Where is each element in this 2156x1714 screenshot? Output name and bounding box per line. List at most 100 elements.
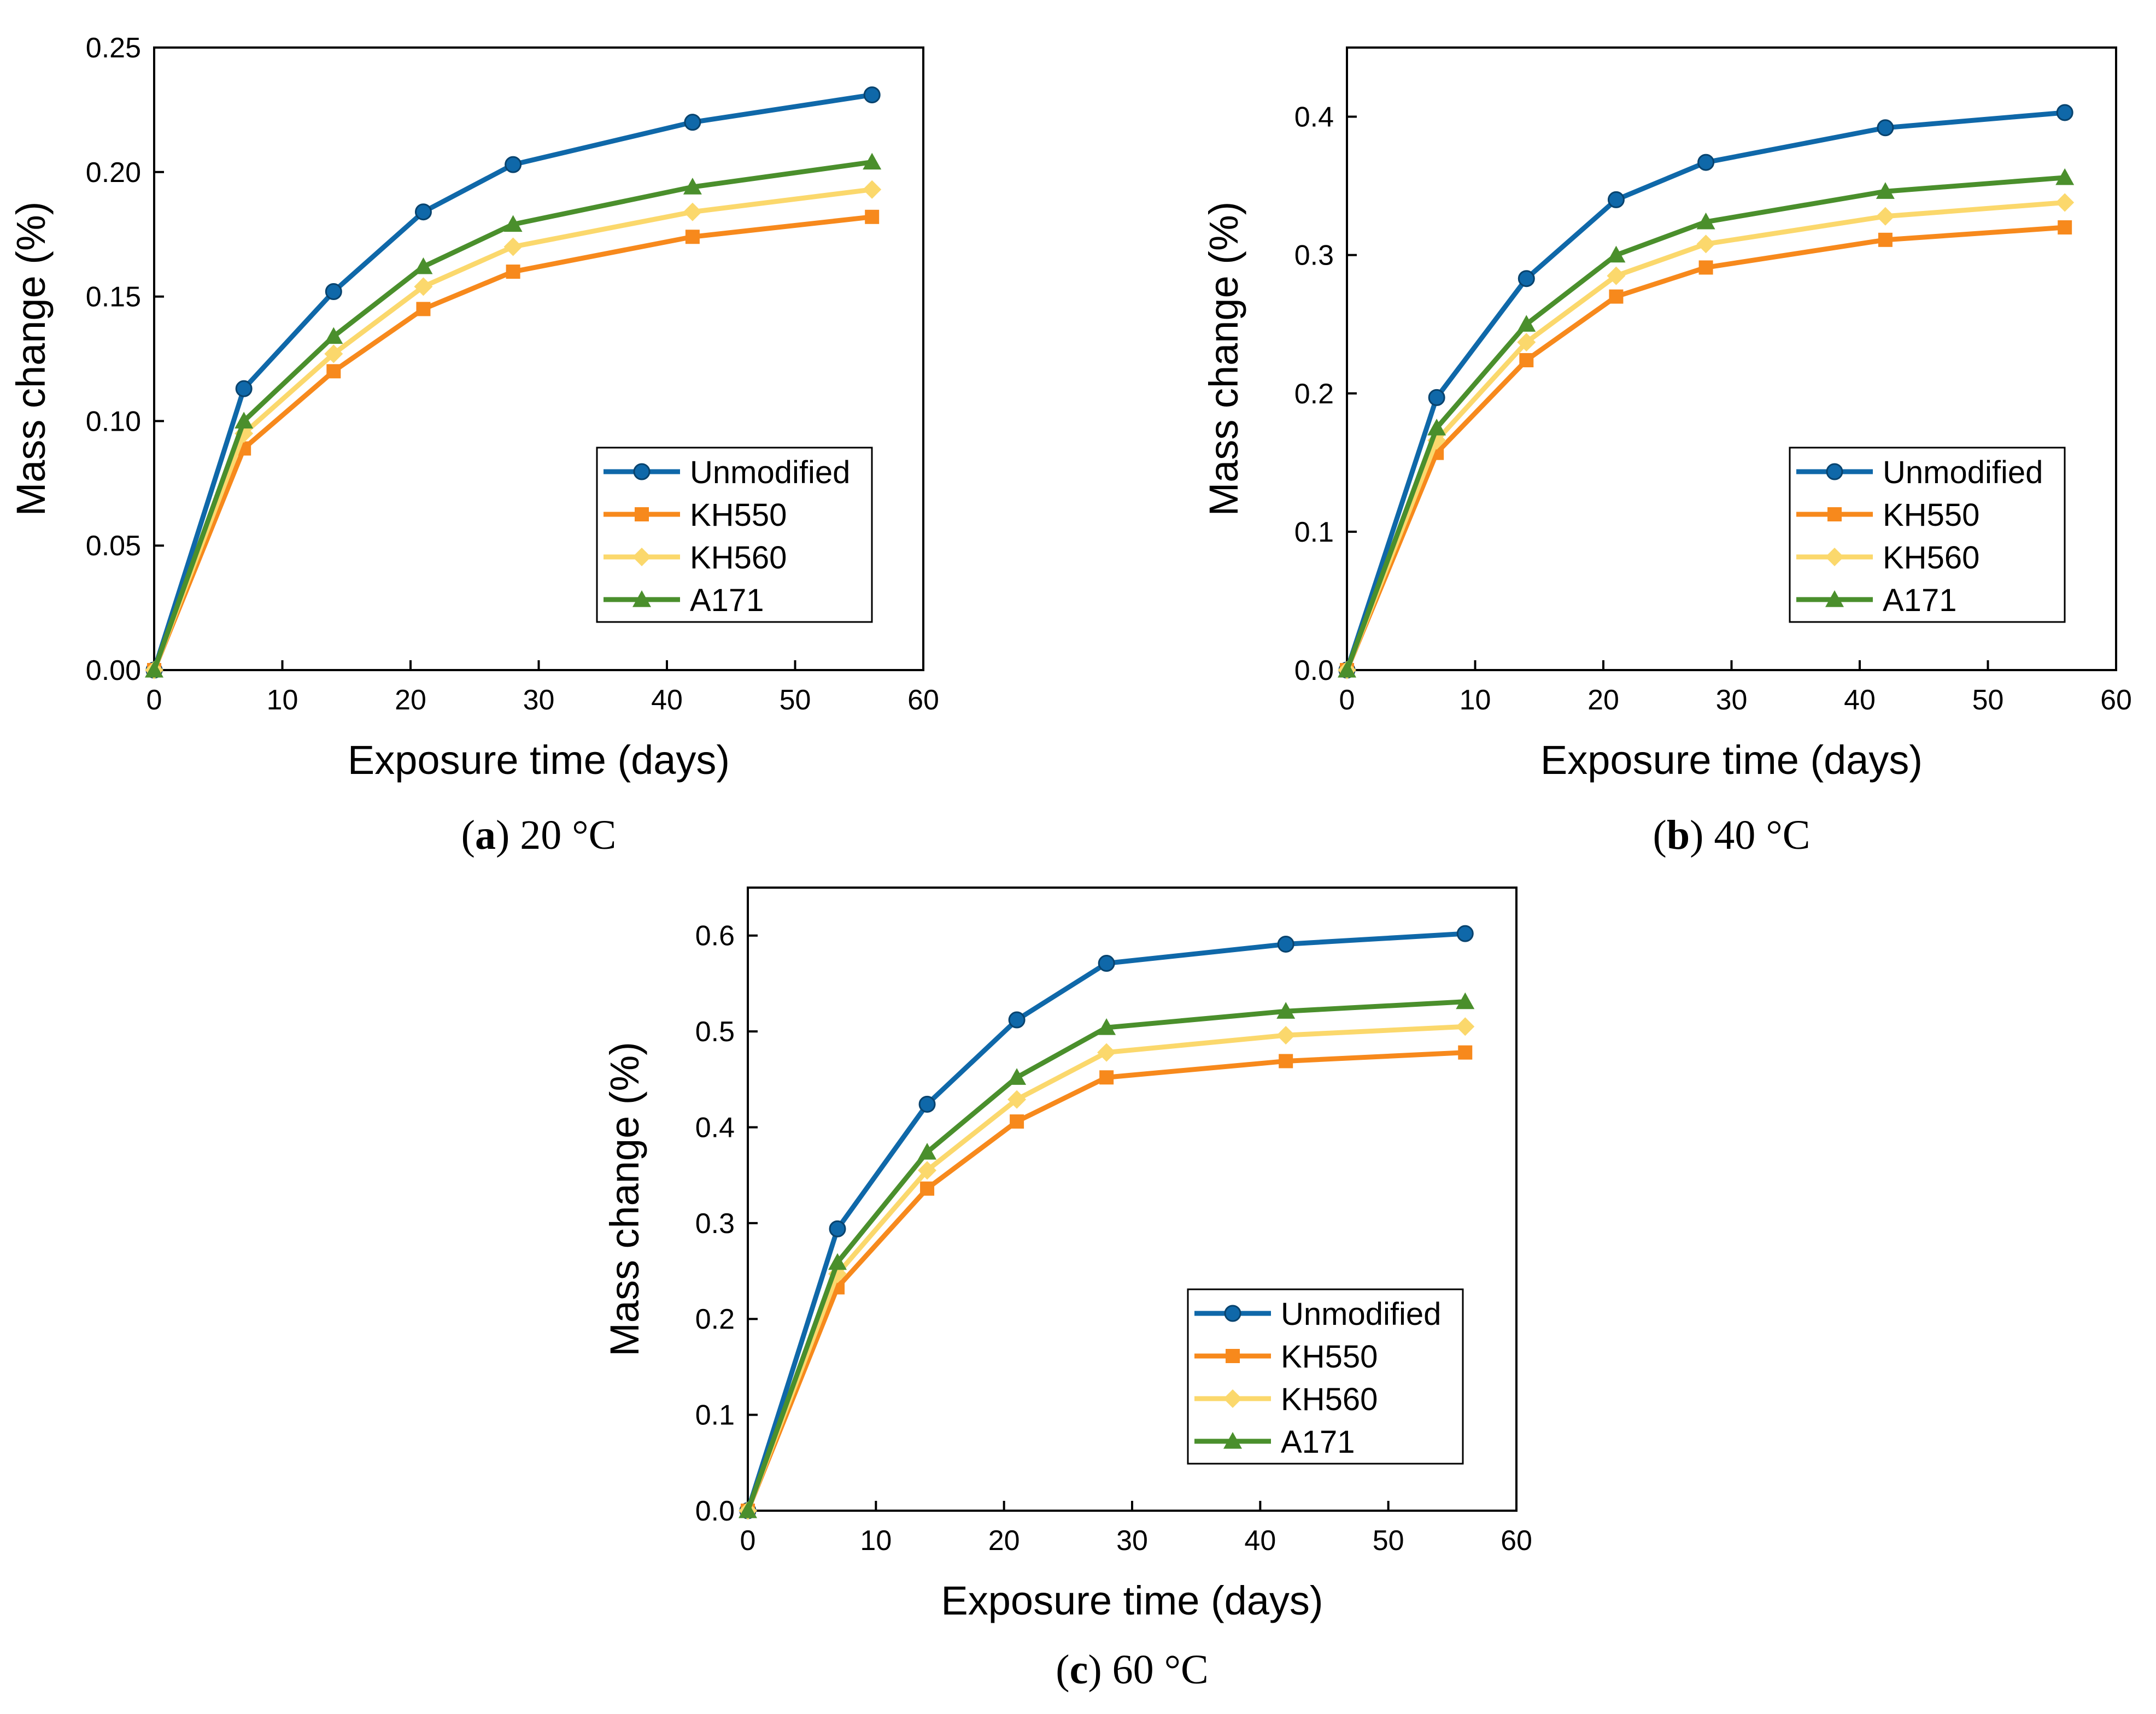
data-point-unmodified <box>1877 119 1894 137</box>
data-point-kh550 <box>506 265 520 279</box>
y-tick-label: 0.2 <box>695 1304 735 1335</box>
legend: Unmodified KH550 KH560 A171 <box>1187 1288 1464 1465</box>
legend-marker-kh560 <box>1825 548 1844 566</box>
x-tick-label: 10 <box>1460 684 1491 716</box>
x-tick-label: 0 <box>147 684 162 716</box>
y-axis-label: Mass change (%) <box>602 1042 647 1357</box>
data-point-kh560 <box>324 344 343 363</box>
legend-label-a171: A171 <box>1883 583 1956 618</box>
x-tick-label: 50 <box>780 684 811 716</box>
x-tick-label: 20 <box>395 684 426 716</box>
x-tick-label: 40 <box>1244 1525 1276 1557</box>
y-tick-label: 0.1 <box>695 1400 735 1431</box>
data-point-a171 <box>1427 419 1446 436</box>
data-point-kh560 <box>683 202 702 221</box>
data-point-a171 <box>918 1143 937 1160</box>
chart-panel-c: 0 10 20 30 40 50 60 0.0 0.1 0.2 0.3 0.4 0.5 0.6 Exposu… <box>602 887 1532 1693</box>
legend-label-a171: A171 <box>690 583 764 618</box>
data-point-a171 <box>324 327 343 344</box>
data-point-a171 <box>683 178 702 195</box>
data-point-unmodified <box>325 283 342 300</box>
data-point-unmodified <box>1456 925 1474 942</box>
x-tick-label: 40 <box>651 684 683 716</box>
data-point-unmodified <box>414 203 432 221</box>
data-point-kh550 <box>685 230 700 244</box>
data-point-kh550 <box>1010 1114 1024 1129</box>
y-tick-label: 0.05 <box>86 530 141 562</box>
data-point-kh550 <box>1099 1070 1114 1085</box>
data-point-kh550 <box>920 1181 935 1196</box>
legend-marker-a171 <box>632 590 651 607</box>
data-point-a171 <box>1097 1018 1116 1035</box>
y-tick-label: 0.4 <box>695 1112 735 1143</box>
y-tick-label: 0.20 <box>86 157 141 189</box>
chart-panel-b: 0 10 20 30 40 50 60 0.0 0.1 0.2 0.3 0.4 Exposure tim… <box>1201 46 2132 858</box>
legend-marker-a171 <box>1825 590 1844 607</box>
y-tick-label: 0.0 <box>1294 655 1334 686</box>
y-tick-label: 0.4 <box>1294 102 1334 133</box>
legend-marker-kh550 <box>635 507 649 521</box>
x-axis-label: Exposure time (days) <box>941 1578 1323 1623</box>
data-point-kh550 <box>1878 232 1893 247</box>
panel-caption: (a) 20 °C <box>461 812 617 858</box>
x-axis-label: Exposure time (days) <box>348 737 730 783</box>
y-tick-label: 0.3 <box>695 1208 735 1240</box>
x-tick-label: 60 <box>1501 1525 1532 1557</box>
data-point-unmodified <box>235 380 253 397</box>
legend-label-kh550: KH550 <box>1281 1339 1378 1375</box>
x-tick-label: 30 <box>523 684 555 716</box>
data-point-kh560 <box>2055 193 2075 212</box>
data-point-a171 <box>828 1253 847 1270</box>
y-tick-label: 0.2 <box>1294 378 1334 410</box>
data-point-kh550 <box>2058 220 2072 235</box>
x-tick-label: 30 <box>1716 684 1748 716</box>
x-tick-label: 10 <box>860 1525 892 1557</box>
legend-marker-a171 <box>1223 1432 1242 1449</box>
x-tick-label: 60 <box>2100 684 2132 716</box>
data-point-kh560 <box>863 180 882 199</box>
data-point-a171 <box>145 661 163 678</box>
legend-marker-kh550 <box>1827 507 1842 521</box>
x-tick-label: 30 <box>1116 1525 1148 1557</box>
data-point-kh560 <box>414 277 433 296</box>
data-point-unmodified <box>1697 154 1715 171</box>
data-point-unmodified <box>1428 389 1445 406</box>
y-tick-label: 0.0 <box>695 1495 735 1527</box>
data-point-kh560 <box>1097 1043 1116 1062</box>
data-point-kh560 <box>503 237 523 256</box>
data-point-kh560 <box>1456 1017 1475 1036</box>
legend-label-kh560: KH560 <box>690 540 787 576</box>
data-point-kh550 <box>416 302 431 316</box>
data-point-unmodified <box>1518 270 1535 287</box>
y-tick-label: 0.10 <box>86 406 141 437</box>
y-axis-label: Mass change (%) <box>1201 202 1246 516</box>
data-point-kh550 <box>865 209 880 224</box>
data-point-unmodified <box>1277 935 1294 953</box>
data-point-a171 <box>739 1501 757 1518</box>
legend-marker-kh560 <box>632 548 651 566</box>
y-tick-label: 0.6 <box>695 920 735 952</box>
x-axis-label: Exposure time (days) <box>1540 737 1923 783</box>
legend-label-unmodified: Unmodified <box>690 455 850 490</box>
data-point-kh560 <box>1607 266 1626 285</box>
data-point-a171 <box>1607 245 1626 263</box>
legend-label-unmodified: Unmodified <box>1883 455 2043 490</box>
data-point-kh560 <box>1696 234 1715 254</box>
data-point-a171 <box>1276 1002 1296 1019</box>
data-point-a171 <box>863 152 882 170</box>
data-point-unmodified <box>1607 191 1625 208</box>
data-point-a171 <box>1876 182 1895 199</box>
x-tick-label: 20 <box>1587 684 1619 716</box>
data-point-a171 <box>414 257 433 274</box>
y-tick-label: 0.15 <box>86 281 141 313</box>
data-point-unmodified <box>1008 1011 1026 1029</box>
data-point-kh560 <box>1517 333 1536 352</box>
y-tick-label: 0.25 <box>86 32 141 64</box>
data-point-unmodified <box>829 1220 846 1237</box>
panel-caption: (c) 60 °C <box>1056 1647 1208 1693</box>
data-point-kh550 <box>1279 1054 1293 1069</box>
chart-panel-a: 0 10 20 30 40 50 60 0.00 0.05 0.10 0.15 0.20 0.25 Exp… <box>8 32 939 858</box>
data-point-unmodified <box>505 156 522 173</box>
data-point-kh560 <box>1276 1026 1296 1045</box>
data-point-unmodified <box>863 86 881 104</box>
